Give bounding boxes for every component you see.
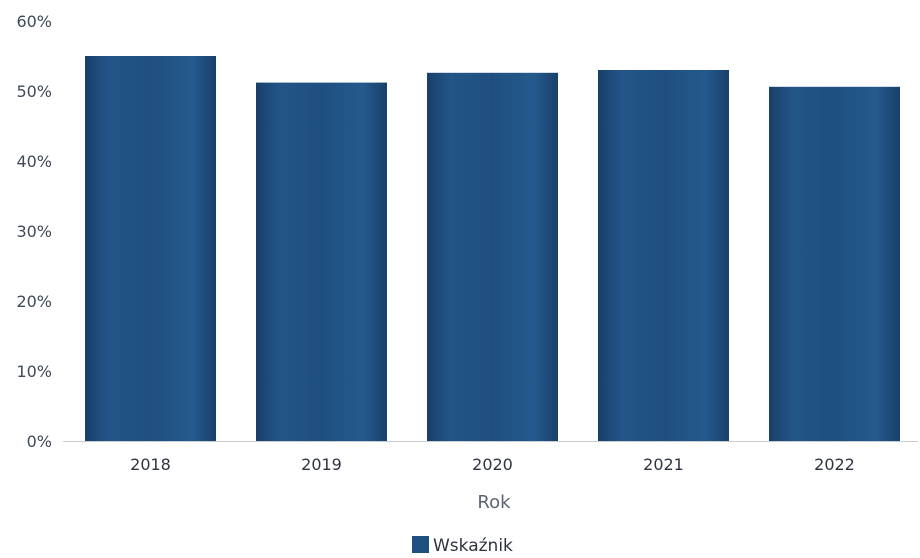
y-tick-label: 40% bbox=[16, 152, 52, 171]
bar-2018 bbox=[85, 56, 216, 441]
bar-2020 bbox=[427, 72, 558, 442]
y-tick-label: 60% bbox=[16, 12, 52, 31]
legend: Wskaźnik bbox=[412, 536, 513, 556]
y-tick-label: 0% bbox=[27, 432, 52, 451]
bar-2021 bbox=[598, 70, 729, 441]
x-tick-label: 2018 bbox=[130, 455, 171, 474]
x-tick-label: 2019 bbox=[301, 455, 342, 474]
y-tick-label: 30% bbox=[16, 222, 52, 241]
y-axis: 0% 10% 20% 30% 40% 50% 60% bbox=[16, 12, 52, 451]
x-tick-label: 2022 bbox=[814, 455, 855, 474]
x-axis-title: Rok bbox=[477, 492, 511, 513]
legend-label: Wskaźnik bbox=[433, 536, 513, 556]
x-tick-label: 2021 bbox=[643, 455, 684, 474]
y-tick-label: 10% bbox=[16, 362, 52, 381]
x-axis: 2018 2019 2020 2021 2022 bbox=[130, 455, 855, 474]
bars bbox=[85, 56, 900, 442]
bar-2019 bbox=[256, 82, 387, 441]
bar-2022 bbox=[769, 86, 900, 442]
legend-swatch bbox=[412, 536, 429, 553]
x-tick-label: 2020 bbox=[472, 455, 513, 474]
y-tick-label: 20% bbox=[16, 292, 52, 311]
y-tick-label: 50% bbox=[16, 82, 52, 101]
